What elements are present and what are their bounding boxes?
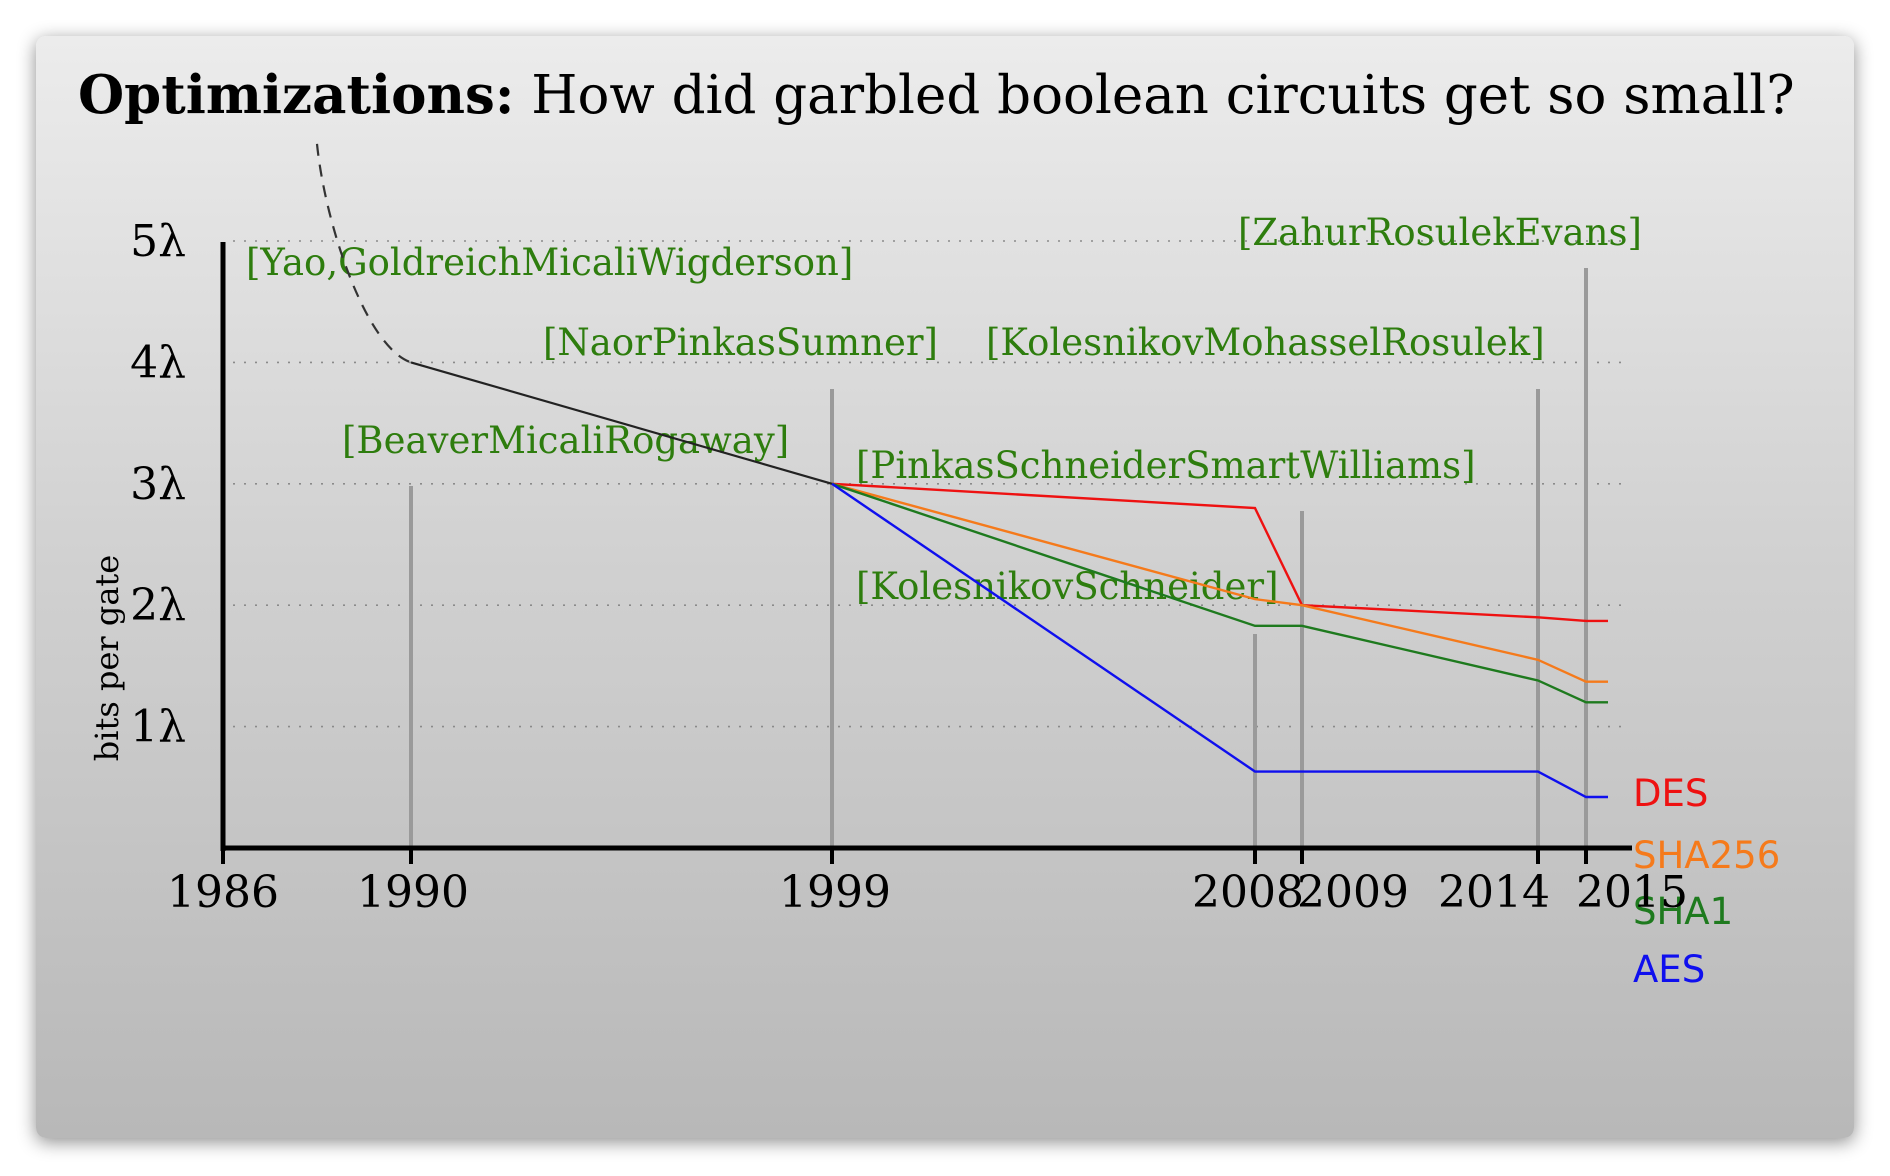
citation-label: [BeaverMicaliRogaway] bbox=[342, 419, 789, 462]
series-label: DES bbox=[1633, 772, 1708, 815]
x-tick-label: 2015 bbox=[1576, 867, 1688, 918]
x-tick-label: 1986 bbox=[167, 867, 279, 918]
x-tick-label: 1999 bbox=[779, 867, 891, 918]
slide: Optimizations: How did garbled boolean c… bbox=[36, 36, 1854, 1138]
chart: 1λ 2λ 3λ 4λ 5λ [Yao,GoldreichMicaliWigderson]… bbox=[88, 143, 1780, 991]
series-line-sha1 bbox=[831, 482, 1608, 704]
trend-solid bbox=[410, 361, 833, 485]
y-tick-label: 3λ bbox=[130, 459, 186, 510]
series-label: AES bbox=[1633, 948, 1705, 991]
citation-label: [KolesnikovMohasselRosulek] bbox=[986, 321, 1545, 364]
y-tick-label: 1λ bbox=[130, 702, 186, 753]
x-tick-label: 2014 bbox=[1438, 867, 1550, 918]
series-label: SHA1 bbox=[1633, 890, 1733, 933]
y-tick-label: 2λ bbox=[130, 580, 186, 631]
trend-dashed bbox=[315, 143, 412, 364]
citation-label: [ZahurRosulekEvans] bbox=[1238, 211, 1642, 254]
citation-label: [Yao,GoldreichMicaliWigderson] bbox=[246, 241, 853, 284]
title-bold: Optimizations: bbox=[78, 64, 515, 126]
title-rest: How did garbled boolean circuits get so … bbox=[531, 65, 1795, 126]
series-label: SHA256 bbox=[1633, 834, 1780, 877]
series-line-sha256 bbox=[831, 482, 1608, 683]
x-tick-label: 2009 bbox=[1297, 867, 1409, 918]
citation-label: [NaorPinkasSumner] bbox=[543, 321, 938, 364]
series-line-aes bbox=[831, 482, 1608, 799]
y-tick-label: 5λ bbox=[130, 216, 186, 267]
x-tick-label: 1990 bbox=[357, 867, 469, 918]
y-tick-label: 4λ bbox=[130, 337, 186, 388]
citation-label: [KolesnikovSchneider] bbox=[856, 565, 1279, 608]
y-axis-label: bits per gate bbox=[88, 555, 126, 761]
x-tick-label: 2008 bbox=[1192, 867, 1304, 918]
slide-title: Optimizations: How did garbled boolean c… bbox=[78, 64, 1795, 126]
citation-label: [PinkasSchneiderSmartWilliams] bbox=[856, 444, 1476, 487]
series-line-des bbox=[831, 482, 1608, 623]
